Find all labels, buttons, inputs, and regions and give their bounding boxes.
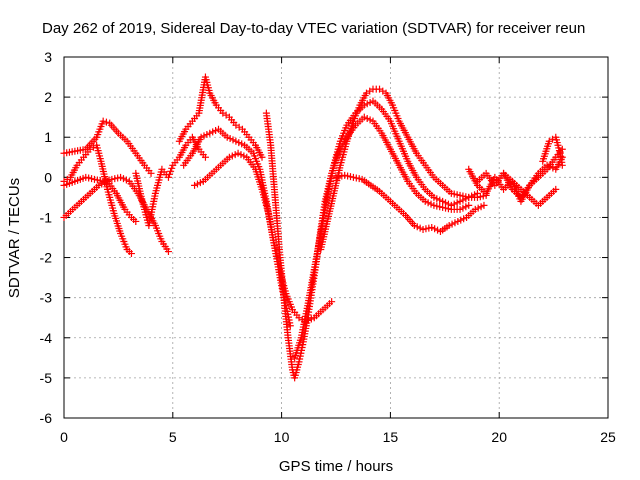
interpolated-point	[167, 167, 175, 175]
data-marks	[60, 73, 566, 382]
interpolated-point	[102, 118, 110, 126]
y-tick-labels: 3 2 1 0 -1 -2 -3 -4 -5 -6	[40, 49, 53, 426]
x-tick-label: 20	[491, 429, 507, 445]
data-point	[147, 169, 155, 177]
x-tick-label: 25	[600, 429, 616, 445]
data-point	[164, 173, 172, 181]
y-tick-label: -6	[40, 410, 53, 426]
interpolated-point	[168, 164, 176, 172]
y-tick-label: 0	[44, 169, 52, 185]
plot-frame	[63, 56, 609, 419]
y-tick-label: 2	[44, 89, 52, 105]
x-tick-label: 5	[169, 429, 177, 445]
x-axis-label: GPS time / hours	[279, 458, 393, 475]
chart-title: Day 262 of 2019, Sidereal Day-to-day VTE…	[42, 20, 585, 37]
data-point	[258, 153, 266, 161]
data-point	[465, 201, 473, 209]
data-point	[480, 201, 488, 209]
data-point	[201, 153, 209, 161]
data-point	[328, 298, 336, 306]
x-tick-label: 0	[60, 429, 68, 445]
y-tick-label: -2	[40, 250, 53, 266]
y-tick-label: -3	[40, 290, 53, 306]
interpolated-point	[166, 170, 174, 178]
axis-ticks	[63, 56, 609, 419]
data-point	[99, 117, 107, 125]
x-tick-label: 15	[383, 429, 399, 445]
data-point	[552, 185, 560, 193]
data-point	[127, 250, 135, 258]
data-point	[558, 161, 566, 169]
y-tick-label: -5	[40, 370, 53, 386]
data-point	[286, 322, 294, 330]
y-tick-label: 3	[44, 49, 52, 65]
y-axis-label: SDTVAR / TECUs	[6, 178, 23, 298]
x-tick-label: 10	[274, 429, 290, 445]
y-tick-label: 1	[44, 129, 52, 145]
x-tick-labels: 0 5 10 15 20 25	[60, 429, 616, 445]
y-tick-label: -4	[40, 330, 53, 346]
data-point	[164, 248, 172, 256]
data-point	[132, 217, 140, 225]
y-tick-label: -1	[40, 209, 53, 225]
